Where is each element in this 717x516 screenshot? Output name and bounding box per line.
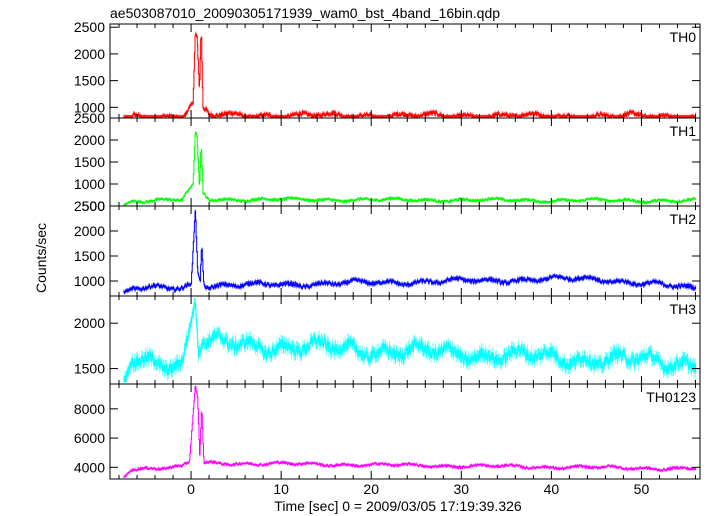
panel-th0123: 4000 6000 8000 TH0123 [74,383,701,480]
x-tick-label: 20 [363,481,379,497]
y-tick-label: 1500 [74,248,105,264]
y-tick-label: 500 [82,198,106,214]
panel-label-th2: TH2 [670,211,697,227]
error-bars-th0 [123,31,697,117]
panel-label-th0123: TH0123 [646,389,696,405]
x-tick-label: 50 [634,481,650,497]
panels-group: 1000 1500 2000 2500 TH0 500 1000 1500 2000 2500 TH… [74,19,701,480]
series-line-th1 [123,131,696,206]
y-tick-label: 4000 [74,459,105,475]
y-tick-label: 1500 [74,361,105,377]
series-line-th0123 [123,386,696,478]
series-line-th3 [123,303,696,382]
panel-th0: 1000 1500 2000 2500 TH0 [74,19,701,119]
panel-frame-th3 [109,295,701,385]
y-tick-label: 2000 [74,315,105,331]
x-tick-label: 40 [544,481,560,497]
x-axis-label: Time [sec] 0 = 2009/03/05 17:19:39.326 [274,498,522,514]
y-tick-label: 1000 [74,176,105,192]
y-tick-label: 1000 [74,273,105,289]
y-tick-label: 1500 [74,73,105,89]
y-tick-label: 1000 [74,99,105,115]
x-tick-labels: 0 10 20 30 40 50 [187,481,649,497]
chart-title: ae503087010_20090305171939_wam0_bst_4ban… [110,5,500,21]
y-tick-label: 2000 [74,132,105,148]
panel-label-th1: TH1 [670,123,697,139]
panel-th2: 1000 1500 2000 2500 TH2 [74,198,701,297]
panel-label-th3: TH3 [670,301,697,317]
panel-label-th0: TH0 [670,29,697,45]
y-tick-label: 8000 [74,401,105,417]
y-tick-label: 6000 [74,430,105,446]
x-tick-label: 10 [273,481,289,497]
y-tick-label: 2000 [74,223,105,239]
y-tick-label: 2500 [74,198,105,214]
panel-frame-th0123 [109,383,701,480]
series-line-th2 [123,210,696,294]
x-tick-label: 30 [454,481,470,497]
y-tick-label: 2000 [74,46,105,62]
y-tick-label: 1500 [74,154,105,170]
error-bars-th1 [123,131,697,205]
panel-th3: 1500 2000 TH3 [74,295,701,385]
y-tick-label: 2500 [74,19,105,35]
panel-th1: 500 1000 1500 2000 2500 TH1 [74,110,701,214]
y-axis-label: Counts/sec [33,223,49,293]
x-tick-label: 0 [187,481,195,497]
series-line-th0 [123,33,696,118]
y-tick-label: 2500 [74,110,105,126]
